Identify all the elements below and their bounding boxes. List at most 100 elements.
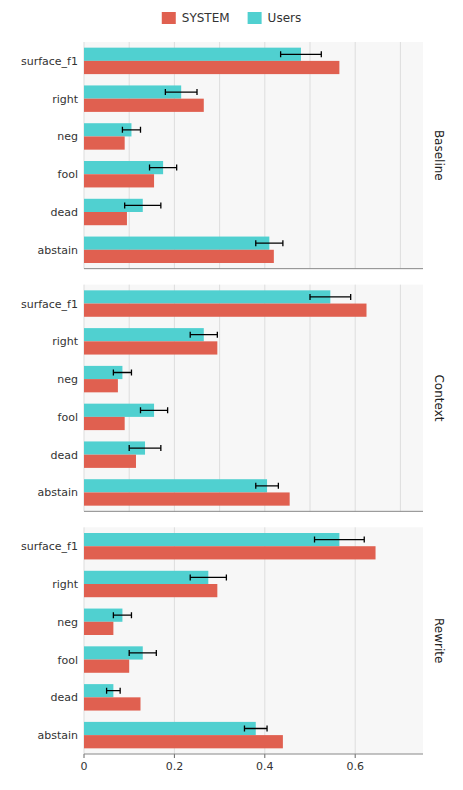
x-axis-line <box>84 268 423 269</box>
error-bar <box>113 612 131 618</box>
error-bar <box>190 574 226 580</box>
bar <box>84 660 129 673</box>
category-label: right <box>52 578 79 591</box>
error-cap <box>129 650 130 656</box>
bar <box>84 250 274 263</box>
category-label: surface_f1 <box>21 55 78 68</box>
panel-title: Rewrite <box>432 618 446 663</box>
error-cap <box>113 370 114 376</box>
grid-line <box>219 42 220 269</box>
grid-line <box>264 42 265 269</box>
error-cap <box>309 294 310 300</box>
error-bar <box>190 332 217 338</box>
bar <box>84 136 125 149</box>
error-cap <box>160 202 161 208</box>
grid-line <box>310 42 311 269</box>
error-line <box>129 447 161 448</box>
error-cap <box>266 726 267 732</box>
tick-label: 0 <box>81 760 88 773</box>
error-bar <box>141 407 168 413</box>
bar <box>84 571 208 584</box>
grid-line <box>84 42 85 269</box>
error-line <box>256 485 279 486</box>
error-cap <box>176 165 177 171</box>
category-label: dead <box>51 691 78 704</box>
error-line <box>107 690 121 691</box>
error-line <box>190 577 226 578</box>
error-cap <box>129 445 130 451</box>
error-bar <box>150 165 177 171</box>
category-label: dead <box>51 449 78 462</box>
bar <box>84 61 339 74</box>
tick-label: 0.2 <box>166 760 184 773</box>
error-cap <box>149 165 150 171</box>
bar <box>84 455 136 468</box>
error-cap <box>140 127 141 133</box>
error-cap <box>364 537 365 543</box>
marks <box>84 290 367 505</box>
panel: surface_f1rightnegfooldeadabstainBaselin… <box>21 42 446 269</box>
category-label: fool <box>58 411 78 424</box>
error-cap <box>314 537 315 543</box>
chart: SYSTEMUserssurface_f1rightnegfooldeadabs… <box>0 0 463 790</box>
error-cap <box>124 202 125 208</box>
bar <box>84 417 125 430</box>
plot-background <box>84 42 423 269</box>
error-line <box>281 54 322 55</box>
error-bar <box>113 370 131 376</box>
tick-label: 0.4 <box>256 760 274 773</box>
panel: surface_f1rightnegfooldeadabstainContext <box>21 285 446 512</box>
error-cap <box>167 407 168 413</box>
tick-mark <box>355 754 356 758</box>
legend-label: SYSTEM <box>182 11 230 25</box>
error-cap <box>131 612 132 618</box>
error-bar <box>129 445 161 451</box>
error-line <box>310 296 351 297</box>
grid-line <box>355 285 356 512</box>
tick-label: 0.6 <box>346 760 364 773</box>
error-line <box>150 167 177 168</box>
grid-line <box>174 527 175 754</box>
error-cap <box>196 89 197 95</box>
grid-line <box>129 285 130 512</box>
error-line <box>256 243 283 244</box>
category-label: right <box>52 93 79 106</box>
grid-line <box>400 42 401 269</box>
tick-mark <box>84 754 85 758</box>
error-line <box>244 728 267 729</box>
error-line <box>141 410 168 411</box>
x-axis-line <box>84 511 423 512</box>
error-line <box>113 372 131 373</box>
bar <box>84 341 217 354</box>
category-label: neg <box>57 130 78 143</box>
error-bar <box>256 240 283 246</box>
error-cap <box>244 726 245 732</box>
error-line <box>190 334 217 335</box>
error-line <box>113 615 131 616</box>
bar <box>84 237 269 250</box>
error-line <box>315 539 365 540</box>
grid-line <box>355 527 356 754</box>
plot-background <box>84 527 423 754</box>
category-label: surface_f1 <box>21 298 78 311</box>
error-cap <box>165 89 166 95</box>
grid-line <box>264 285 265 512</box>
bar <box>84 304 367 317</box>
category-label: neg <box>57 616 78 629</box>
grid-line <box>174 42 175 269</box>
error-cap <box>350 294 351 300</box>
error-bar <box>315 537 365 543</box>
error-cap <box>131 370 132 376</box>
bar <box>84 697 141 710</box>
legend-swatch <box>248 12 262 24</box>
error-bar <box>129 650 156 656</box>
panel-title: Baseline <box>432 130 446 181</box>
legend-label: Users <box>268 11 302 25</box>
category-label: abstain <box>37 729 78 742</box>
error-line <box>165 91 197 92</box>
bar <box>84 735 283 748</box>
marks <box>84 533 376 748</box>
error-cap <box>226 574 227 580</box>
bar <box>84 722 256 735</box>
grid-line <box>84 527 85 754</box>
